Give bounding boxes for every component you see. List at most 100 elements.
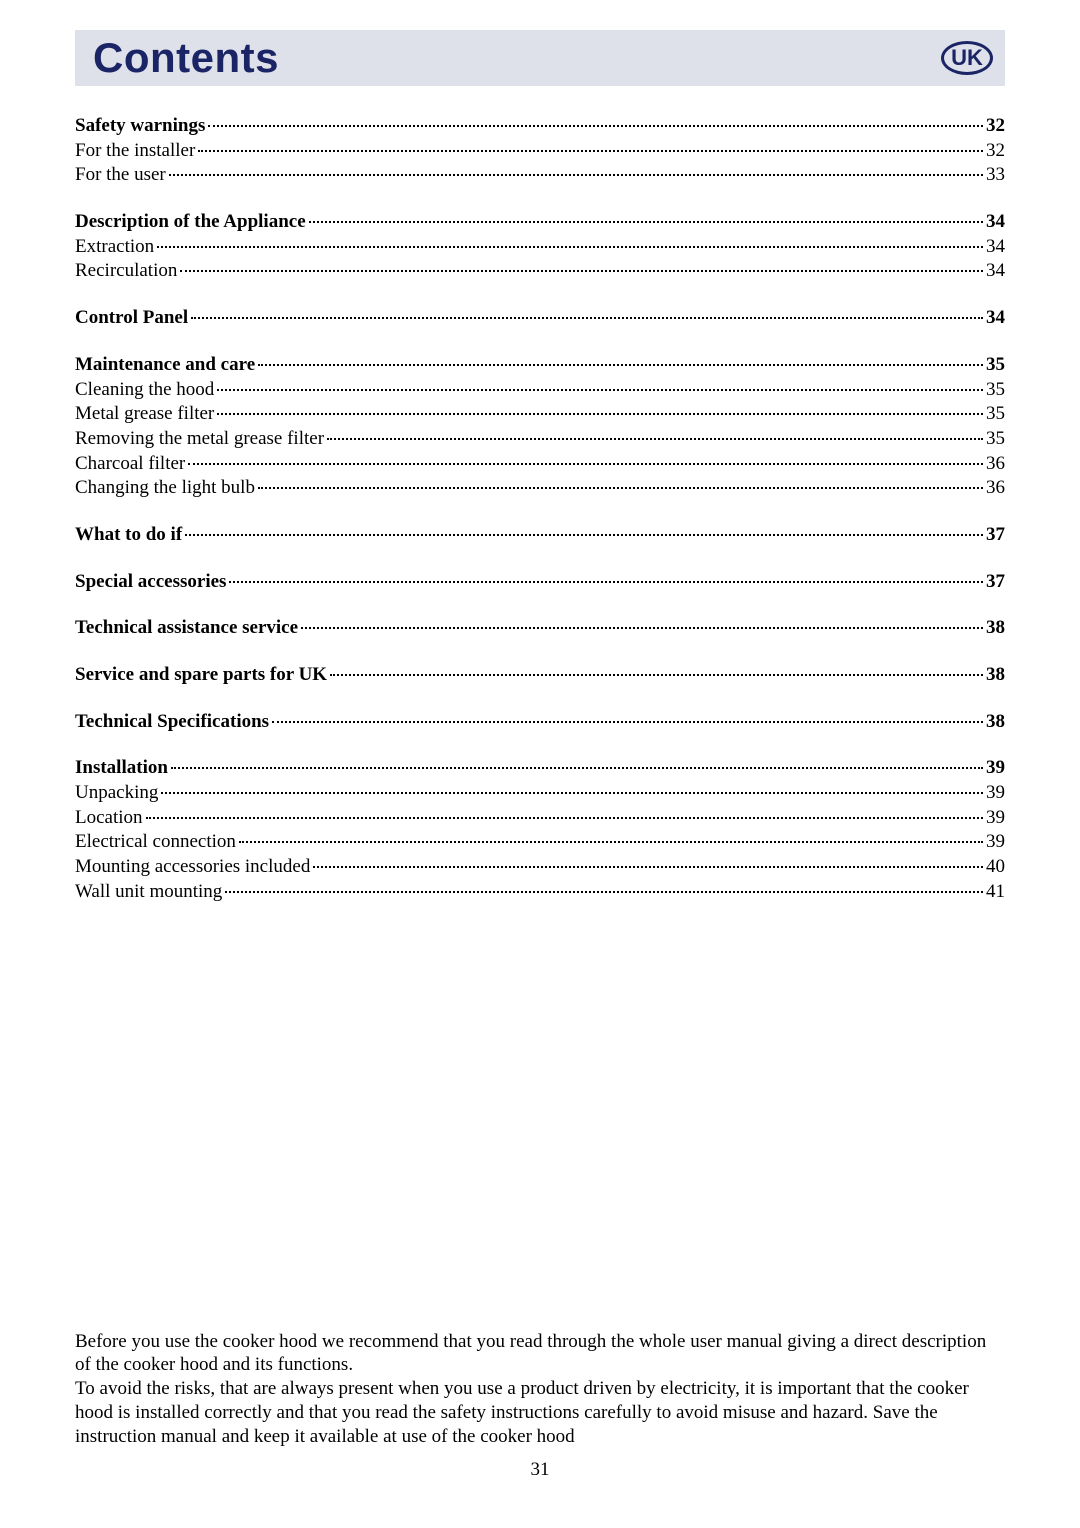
toc-page: 36	[986, 476, 1005, 501]
toc-page: 35	[986, 402, 1005, 427]
toc-label: For the user	[75, 163, 166, 188]
toc-line: Mounting accessories included 40	[75, 855, 1005, 880]
toc-label: Safety warnings	[75, 114, 205, 139]
toc-line: Wall unit mounting 41	[75, 880, 1005, 905]
toc-label: Description of the Appliance	[75, 210, 306, 235]
toc-page: 33	[986, 163, 1005, 188]
toc-leader	[258, 364, 983, 366]
toc-label: Metal grease filter	[75, 402, 214, 427]
toc-page: 39	[986, 830, 1005, 855]
toc-page: 38	[986, 710, 1005, 735]
toc-leader	[239, 841, 983, 843]
toc-line: Cleaning the hood 35	[75, 378, 1005, 403]
toc-label: Maintenance and care	[75, 353, 255, 378]
toc-label: For the installer	[75, 139, 195, 164]
toc-line: Location 39	[75, 806, 1005, 831]
toc-page: 35	[986, 427, 1005, 452]
toc-line: Special accessories 37	[75, 570, 1005, 595]
table-of-contents: Safety warnings 32For the installer 32Fo…	[75, 114, 1005, 905]
toc-line: Safety warnings 32	[75, 114, 1005, 139]
toc-leader	[327, 438, 983, 440]
toc-line: Installation 39	[75, 756, 1005, 781]
toc-line: Recirculation 34	[75, 259, 1005, 284]
toc-line: Service and spare parts for UK 38	[75, 663, 1005, 688]
toc-label: Installation	[75, 756, 168, 781]
toc-leader	[198, 150, 983, 152]
footer-paragraph-2: To avoid the risks, that are always pres…	[75, 1377, 1005, 1448]
toc-leader	[229, 581, 983, 583]
toc-line: Unpacking 39	[75, 781, 1005, 806]
toc-page: 37	[986, 523, 1005, 548]
toc-block: Special accessories 37	[75, 570, 1005, 595]
toc-label: Cleaning the hood	[75, 378, 214, 403]
toc-block: Maintenance and care 35Cleaning the hood…	[75, 353, 1005, 501]
toc-leader	[208, 125, 983, 127]
toc-block: Installation 39Unpacking 39Location 39El…	[75, 756, 1005, 904]
toc-page: 34	[986, 235, 1005, 260]
toc-leader	[146, 817, 983, 819]
toc-line: Extraction 34	[75, 235, 1005, 260]
toc-line: Metal grease filter 35	[75, 402, 1005, 427]
toc-line: What to do if 37	[75, 523, 1005, 548]
toc-line: Changing the light bulb 36	[75, 476, 1005, 501]
toc-label: Technical assistance service	[75, 616, 298, 641]
toc-line: Technical assistance service 38	[75, 616, 1005, 641]
toc-block: Technical Specifications 38	[75, 710, 1005, 735]
toc-page: 35	[986, 353, 1005, 378]
toc-label: Recirculation	[75, 259, 177, 284]
footer-paragraph-1: Before you use the cooker hood we recomm…	[75, 1330, 1005, 1378]
toc-label: Mounting accessories included	[75, 855, 310, 880]
toc-leader	[313, 866, 983, 868]
toc-line: Maintenance and care 35	[75, 353, 1005, 378]
toc-label: Wall unit mounting	[75, 880, 222, 905]
toc-label: Location	[75, 806, 143, 831]
toc-line: Removing the metal grease filter 35	[75, 427, 1005, 452]
toc-line: Electrical connection 39	[75, 830, 1005, 855]
toc-label: Changing the light bulb	[75, 476, 255, 501]
toc-leader	[180, 270, 983, 272]
toc-leader	[258, 487, 983, 489]
toc-leader	[171, 767, 983, 769]
toc-label: Technical Specifications	[75, 710, 269, 735]
toc-line: Charcoal filter 36	[75, 452, 1005, 477]
toc-line: Description of the Appliance 34	[75, 210, 1005, 235]
footer: Before you use the cooker hood we recomm…	[75, 1330, 1005, 1483]
region-badge: UK	[941, 41, 993, 75]
toc-leader	[188, 463, 983, 465]
toc-page: 34	[986, 259, 1005, 284]
toc-block: Technical assistance service 38	[75, 616, 1005, 641]
toc-page: 36	[986, 452, 1005, 477]
toc-page: 34	[986, 210, 1005, 235]
toc-leader	[309, 221, 983, 223]
toc-line: For the user 33	[75, 163, 1005, 188]
toc-page: 39	[986, 781, 1005, 806]
toc-leader	[217, 389, 983, 391]
toc-page: 39	[986, 806, 1005, 831]
toc-page: 38	[986, 616, 1005, 641]
toc-line: For the installer 32	[75, 139, 1005, 164]
toc-block: Description of the Appliance 34Extractio…	[75, 210, 1005, 284]
toc-page: 35	[986, 378, 1005, 403]
toc-page: 38	[986, 663, 1005, 688]
toc-page: 40	[986, 855, 1005, 880]
toc-leader	[185, 534, 983, 536]
toc-page: 39	[986, 756, 1005, 781]
toc-page: 32	[986, 114, 1005, 139]
toc-label: Electrical connection	[75, 830, 236, 855]
page-title: Contents	[93, 34, 279, 82]
toc-leader	[161, 792, 983, 794]
toc-block: Control Panel 34	[75, 306, 1005, 331]
toc-leader	[330, 674, 983, 676]
toc-leader	[169, 174, 983, 176]
toc-label: Unpacking	[75, 781, 158, 806]
toc-line: Technical Specifications 38	[75, 710, 1005, 735]
toc-page: 32	[986, 139, 1005, 164]
toc-label: Service and spare parts for UK	[75, 663, 327, 688]
toc-label: Special accessories	[75, 570, 226, 595]
toc-label: Removing the metal grease filter	[75, 427, 324, 452]
toc-page: 37	[986, 570, 1005, 595]
toc-leader	[191, 317, 983, 319]
toc-block: What to do if 37	[75, 523, 1005, 548]
toc-page: 34	[986, 306, 1005, 331]
toc-leader	[272, 721, 983, 723]
